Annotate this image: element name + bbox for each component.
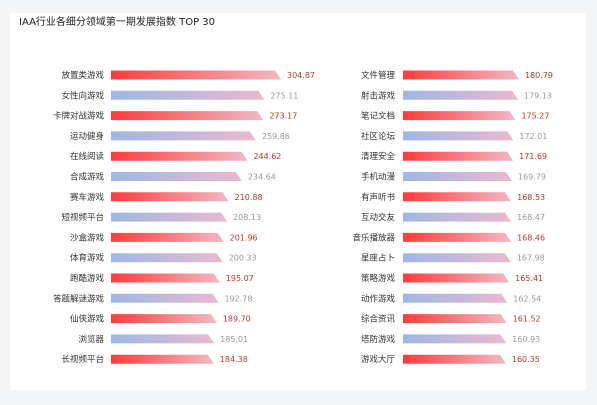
right-category-label: 有声听书 <box>361 192 396 203</box>
right-bar-panel: 文件管理 180.79 射击游戏 179.13 笔记文档 175.27 社区论坛 172.01… <box>352 70 553 365</box>
right-value-label: 175.27 <box>521 112 549 121</box>
left-bar <box>111 131 256 141</box>
left-value-label: 185.01 <box>220 335 248 344</box>
right-value-label: 171.69 <box>519 152 547 161</box>
right-value-label: 167.98 <box>517 254 545 263</box>
left-bar <box>111 232 224 242</box>
right-value-label: 169.79 <box>518 173 546 182</box>
left-bar <box>111 90 265 100</box>
left-category-label: 女性向游戏 <box>61 90 104 101</box>
right-bar <box>403 293 508 303</box>
left-bar <box>111 151 248 161</box>
left-value-label: 210.88 <box>235 193 263 202</box>
left-bar-panel: 放置类游戏 304.87 女性向游戏 275.11 卡牌对战游戏 273.17 运动健身 25… <box>53 70 315 365</box>
right-bar <box>403 334 507 344</box>
right-bar <box>403 90 518 100</box>
left-category-label: 赛车游戏 <box>70 192 105 203</box>
left-value-label: 304.87 <box>287 71 315 80</box>
left-bar <box>111 70 281 80</box>
right-bar <box>403 111 516 121</box>
right-bar <box>403 232 512 242</box>
right-category-label: 动作游戏 <box>361 293 396 304</box>
right-bar <box>403 314 507 324</box>
left-category-label: 长视频平台 <box>61 354 104 365</box>
left-bar <box>111 172 242 181</box>
right-category-label: 清理安全 <box>361 151 396 162</box>
chart-title: IAA行业各细分领域第一期发展指数 TOP 30 <box>19 17 216 28</box>
right-value-label: 160.35 <box>512 355 540 364</box>
right-bar <box>403 354 506 364</box>
right-value-label: 162.54 <box>513 294 541 303</box>
left-bar <box>111 334 215 344</box>
left-value-label: 201.96 <box>230 233 258 242</box>
left-bar <box>111 253 223 263</box>
right-value-label: 179.13 <box>524 91 552 100</box>
right-category-label: 星座占卜 <box>361 253 395 264</box>
right-value-label: 180.79 <box>525 71 553 80</box>
left-value-label: 234.64 <box>248 173 276 182</box>
left-value-label: 200.33 <box>229 254 257 263</box>
left-category-label: 短视频平台 <box>61 212 104 223</box>
left-category-label: 沙盒游戏 <box>70 232 105 243</box>
right-bar <box>403 273 510 283</box>
left-category-label: 在线阅读 <box>70 151 105 162</box>
right-category-label: 游戏大厅 <box>361 354 396 365</box>
left-value-label: 208.13 <box>233 213 261 222</box>
left-category-label: 放置类游戏 <box>61 70 104 81</box>
right-category-label: 射击游戏 <box>361 90 396 101</box>
right-bar <box>403 151 514 161</box>
right-bar <box>403 172 512 181</box>
left-value-label: 273.17 <box>269 112 297 121</box>
left-category-label: 浏览器 <box>78 334 104 345</box>
left-value-label: 259.86 <box>262 132 290 141</box>
right-category-label: 文件管理 <box>361 70 396 81</box>
right-category-label: 策略游戏 <box>361 273 396 284</box>
left-category-label: 卡牌对战游戏 <box>53 111 105 122</box>
left-bar <box>111 192 229 202</box>
right-value-label: 160.93 <box>512 335 540 344</box>
right-category-label: 音乐播放器 <box>352 232 395 243</box>
left-bar <box>111 111 264 121</box>
left-bar <box>111 354 214 364</box>
left-bar <box>111 314 217 324</box>
left-bar <box>111 293 219 303</box>
right-bar <box>403 253 511 263</box>
left-category-label: 答题解谜游戏 <box>53 293 105 304</box>
right-value-label: 168.47 <box>517 213 545 222</box>
right-value-label: 168.46 <box>517 233 545 242</box>
right-value-label: 168.53 <box>517 193 545 202</box>
right-bar <box>403 131 514 141</box>
left-category-label: 仙侠游戏 <box>70 314 105 325</box>
left-category-label: 运动健身 <box>70 131 104 142</box>
right-category-label: 笔记文档 <box>361 111 395 122</box>
right-category-label: 手机动漫 <box>361 172 396 183</box>
right-category-label: 互动交友 <box>361 212 396 223</box>
right-category-label: 综合资讯 <box>361 314 396 325</box>
right-value-label: 161.52 <box>513 315 541 324</box>
right-category-label: 社区论坛 <box>361 131 396 142</box>
left-category-label: 跑酷游戏 <box>70 273 105 284</box>
right-bar <box>403 212 512 222</box>
left-value-label: 195.07 <box>226 274 254 283</box>
left-value-label: 192.78 <box>224 294 252 303</box>
right-bar <box>403 192 512 202</box>
left-category-label: 合成游戏 <box>70 172 105 183</box>
right-value-label: 172.01 <box>519 132 547 141</box>
left-bar <box>111 212 228 222</box>
right-category-label: 塔防游戏 <box>361 334 396 345</box>
left-value-label: 189.70 <box>223 315 251 324</box>
left-category-label: 体育游戏 <box>70 253 105 264</box>
right-bar <box>403 70 519 80</box>
left-value-label: 184.38 <box>220 355 248 364</box>
left-value-label: 244.62 <box>253 152 281 161</box>
right-value-label: 165.41 <box>515 274 543 283</box>
left-bar <box>111 273 220 283</box>
left-value-label: 275.11 <box>270 91 298 100</box>
